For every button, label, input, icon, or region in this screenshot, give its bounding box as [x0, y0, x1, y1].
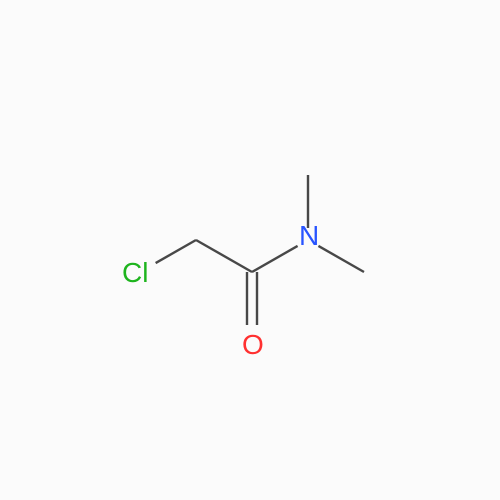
molecule-diagram: Cl N O [0, 0, 500, 500]
atom-label-cl: Cl [122, 257, 148, 288]
atom-label-o: O [242, 329, 264, 360]
atom-label-n: N [299, 220, 319, 251]
canvas-background [0, 0, 500, 500]
